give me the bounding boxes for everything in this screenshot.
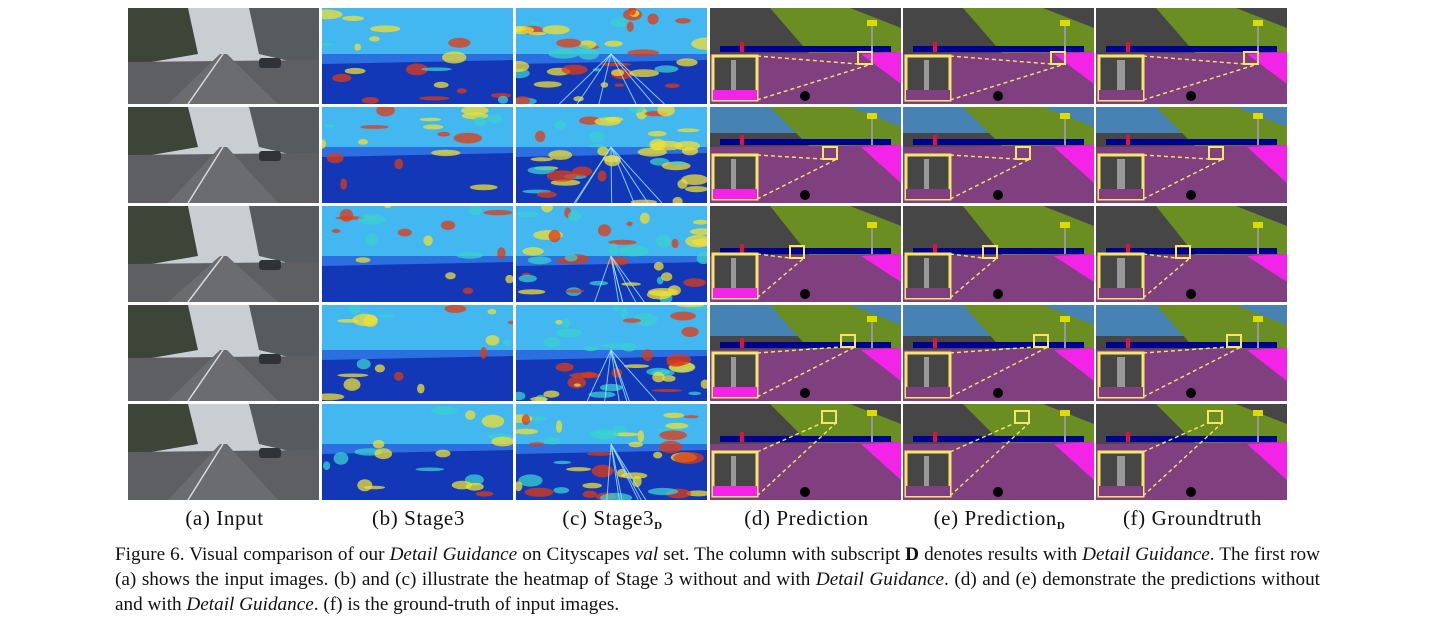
tile-input-row-1 [128, 8, 319, 104]
col-label-stage3: (b) Stage3 [372, 506, 465, 530]
tile-stage3d-row-1 [516, 8, 707, 104]
tile-stage3d-row-5 [516, 404, 707, 500]
figure-caption: Figure 6. Visual comparison of our Detai… [115, 544, 1320, 615]
tile-prediction-row-3 [710, 206, 901, 302]
tile-predictiond-row-1 [903, 8, 1094, 104]
tile-prediction-row-2 [710, 107, 901, 203]
tile-stage3-row-3 [322, 206, 513, 302]
tile-predictiond-row-2 [903, 107, 1094, 203]
col-label-predictiond: (e) PredictionD [933, 506, 1066, 532]
tile-input-row-5 [128, 404, 319, 500]
col-label-groundtruth: (f) Groundtruth [1122, 506, 1263, 530]
tile-stage3d-row-3 [516, 206, 707, 302]
col-label-stage3d: (c) Stage3D [562, 506, 663, 532]
tile-stage3-row-1 [322, 8, 513, 104]
tile-groundtruth-row-5 [1096, 404, 1287, 500]
tile-stage3d-row-4 [516, 305, 707, 401]
tile-predictiond-row-5 [903, 404, 1094, 500]
tile-stage3-row-4 [322, 305, 513, 401]
tile-input-row-3 [128, 206, 319, 302]
tile-groundtruth-row-3 [1096, 206, 1287, 302]
col-label-input: (a) Input [185, 506, 264, 530]
tile-groundtruth-row-2 [1096, 107, 1287, 203]
tile-prediction-row-4 [710, 305, 901, 401]
tile-predictiond-row-3 [903, 206, 1094, 302]
tile-stage3d-row-2 [516, 107, 707, 203]
tile-groundtruth-row-1 [1096, 8, 1287, 104]
figure-grid [128, 8, 1289, 502]
tile-input-row-2 [128, 107, 319, 203]
tile-stage3-row-2 [322, 107, 513, 203]
tile-input-row-4 [128, 305, 319, 401]
tile-prediction-row-1 [710, 8, 901, 104]
tile-stage3-row-5 [322, 404, 513, 500]
col-label-prediction: (d) Prediction [744, 506, 869, 530]
tile-predictiond-row-4 [903, 305, 1094, 401]
tile-groundtruth-row-4 [1096, 305, 1287, 401]
tile-prediction-row-5 [710, 404, 901, 500]
